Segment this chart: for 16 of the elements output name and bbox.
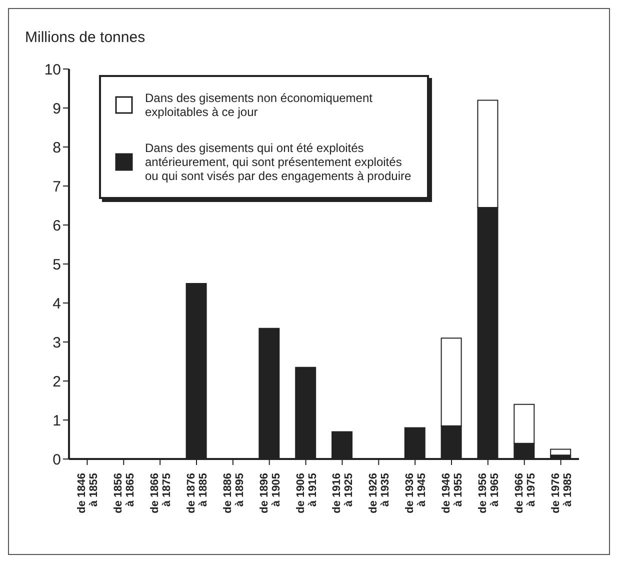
y-tick-label: 6 <box>52 217 61 234</box>
y-tick-label: 4 <box>52 295 61 312</box>
y-tick-label: 7 <box>52 178 61 196</box>
y-axis-title: Millions de tonnes <box>25 29 146 46</box>
y-tick-label: 2 <box>52 373 61 390</box>
legend-label: Dans des gisements non économiquement exploitables à ce jour <box>145 91 374 119</box>
y-tick-label: 1 <box>52 412 61 430</box>
y-tick-label: 3 <box>52 334 61 352</box>
y-tick-label: 10 <box>44 61 61 78</box>
y-tick-label: 0 <box>52 451 61 468</box>
y-tick-label: 9 <box>52 100 61 118</box>
x-tick-label: de 1846 à 1855 <box>76 473 100 514</box>
bar <box>550 448 572 456</box>
y-tick-label: 5 <box>52 256 61 274</box>
legend-label: Dans des gisements qui ont été exploités antérieurement, qui sont présentement exploités ou qui sont visés par des engagements à produire <box>145 141 412 183</box>
y-tick-label: 8 <box>52 139 61 156</box>
